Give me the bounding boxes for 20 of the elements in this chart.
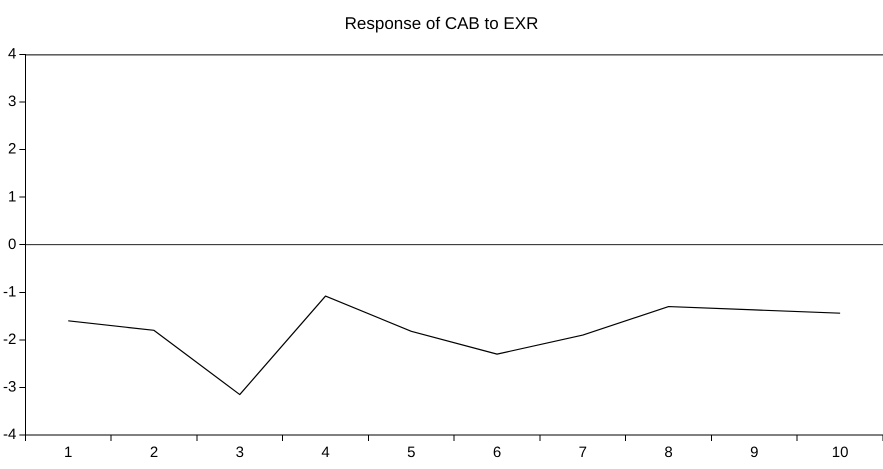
y-tick-label: -1 xyxy=(2,283,16,300)
x-tick-label: 9 xyxy=(750,444,759,462)
y-tick-label: 1 xyxy=(8,188,16,206)
x-tick-label: 5 xyxy=(407,444,416,462)
y-tick-label: -3 xyxy=(2,378,16,396)
y-tick-label: 0 xyxy=(8,236,16,253)
x-tick-label: 2 xyxy=(150,444,158,462)
y-tick-label: -4 xyxy=(2,426,16,444)
y-tick-label: -2 xyxy=(2,330,16,348)
y-tick-label: 3 xyxy=(8,93,16,110)
y-tick-label: 2 xyxy=(8,140,16,158)
x-tick-label: 7 xyxy=(578,444,587,462)
chart-title: Response of CAB to EXR xyxy=(344,14,538,33)
x-tick-label: 10 xyxy=(832,444,848,462)
x-tick-label: 4 xyxy=(321,444,330,462)
x-tick-label: 6 xyxy=(492,444,502,462)
y-tick-label: 4 xyxy=(8,46,16,63)
x-tick-label: 3 xyxy=(236,444,244,462)
x-tick-label: 8 xyxy=(664,444,673,462)
x-tick-label: 1 xyxy=(64,444,72,462)
